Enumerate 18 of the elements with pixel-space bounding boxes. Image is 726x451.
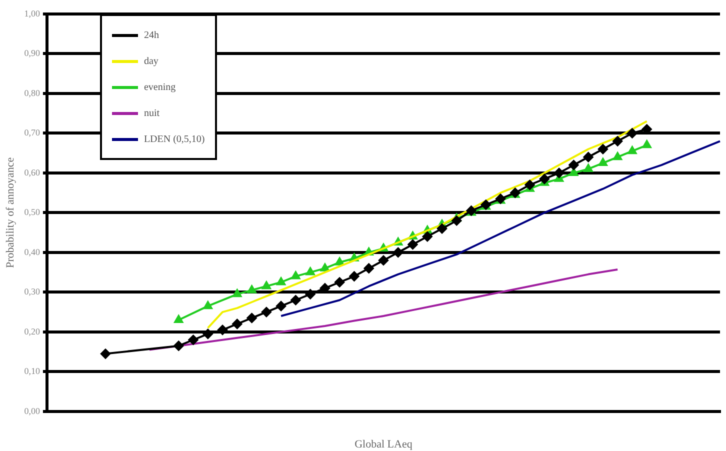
- y-axis-title: Probability of annoyance: [4, 157, 16, 268]
- y-tick-label: 1,00: [24, 8, 40, 18]
- y-tick-label: 0,20: [24, 326, 40, 336]
- y-tick-label: 0,80: [24, 88, 40, 98]
- legend-label: nuit: [144, 108, 160, 118]
- legend-label: LDEN (0,5,10): [144, 134, 205, 144]
- legend-label: day: [144, 56, 158, 66]
- y-tick-label: 0,00: [24, 406, 40, 416]
- y-tick-label: 0,60: [24, 167, 40, 178]
- y-tick-label: 0,10: [24, 366, 40, 376]
- x-axis-title: Global LAeq: [354, 438, 413, 450]
- y-tick-label: 0,70: [24, 128, 40, 138]
- legend-label: evening: [144, 82, 176, 92]
- y-tick-label: 0,90: [24, 48, 40, 58]
- y-tick-label: 0,30: [24, 286, 40, 297]
- y-tick-label: 0,50: [24, 207, 40, 218]
- y-tick-label: 0,40: [24, 246, 40, 257]
- legend-label: 24h: [144, 30, 159, 40]
